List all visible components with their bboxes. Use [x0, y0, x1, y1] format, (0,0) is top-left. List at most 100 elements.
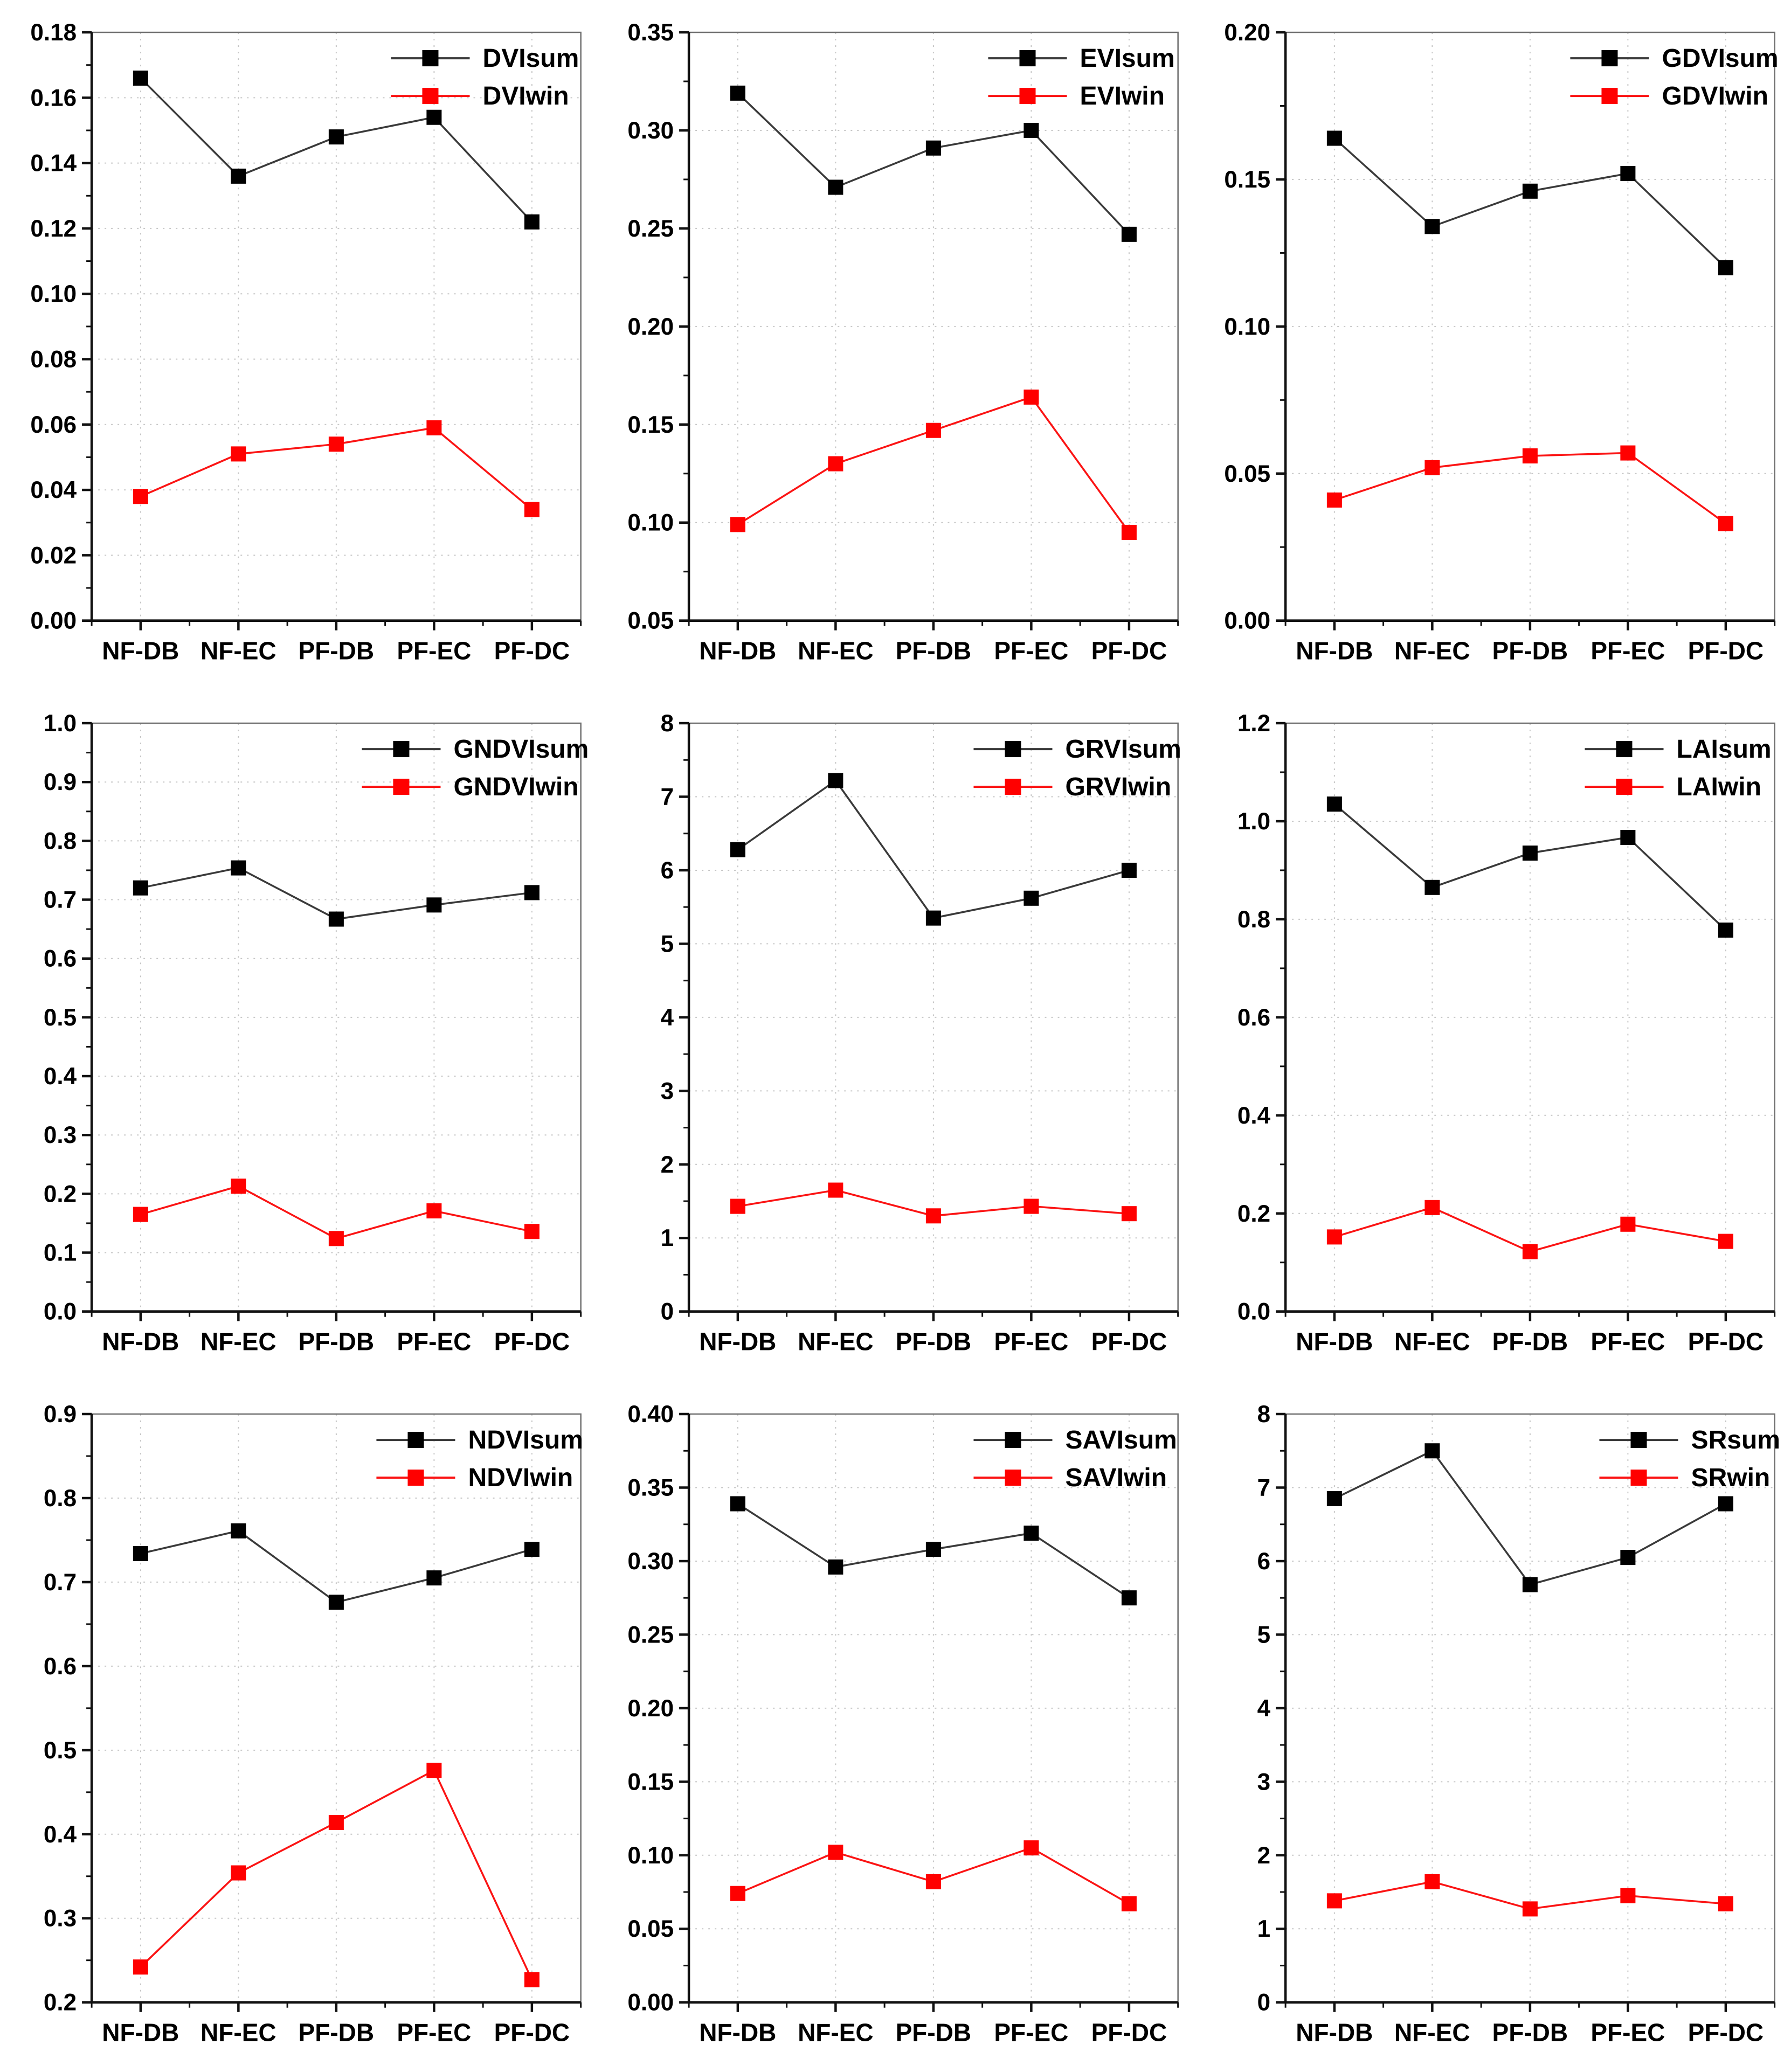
- ticks: [679, 1412, 1179, 2012]
- legend-label: LAIsum: [1677, 735, 1772, 764]
- data-point-marker: [426, 897, 442, 913]
- data-point-marker: [828, 1559, 843, 1575]
- data-point-marker: [1024, 1840, 1039, 1855]
- y-tick-label: 0.35: [627, 1474, 674, 1501]
- chart-background: [597, 690, 1194, 1382]
- chart-background: [1194, 690, 1791, 1382]
- tick-labels: 0.00 0.05 0.10 0.15 0.20 NF-DB NF-EC PF-DB PF-EC…: [1225, 19, 1764, 665]
- chart-sr: 0 1 2 3 4 5 6 7 8 NF-DB NF-EC PF-DB PF-EC PF-DC SRsum S…: [1194, 1381, 1791, 2072]
- legend: GRVIsum GRVIwin: [973, 735, 1181, 801]
- legend-marker: [1019, 50, 1036, 67]
- y-tick-label: 8: [1257, 1401, 1270, 1427]
- y-tick-label: 0.0: [44, 1298, 77, 1325]
- chart-svg-evi: 0.05 0.10 0.15 0.20 0.25 0.30 0.35 NF-DB NF-EC PF…: [597, 0, 1194, 691]
- data-point-marker: [1121, 862, 1137, 878]
- y-tick-label: 0.10: [1225, 314, 1271, 340]
- x-category-label: PF-DC: [1091, 1327, 1167, 1355]
- y-tick-label: 6: [1257, 1548, 1270, 1574]
- legend: SRsum SRwin: [1599, 1426, 1780, 1492]
- y-tick-label: 0.6: [44, 945, 77, 972]
- y-tick-label: 0.25: [627, 1621, 674, 1648]
- legend-label: GRVIsum: [1065, 735, 1181, 764]
- data-point-marker: [1121, 524, 1137, 540]
- tick-labels: 0.05 0.10 0.15 0.20 0.25 0.30 0.35 NF-DB NF-EC PF…: [627, 19, 1167, 665]
- legend-label: SRwin: [1691, 1464, 1771, 1492]
- legend-label: GDVIsum: [1662, 44, 1779, 73]
- data-point-marker: [730, 517, 745, 532]
- data-point-marker: [925, 1874, 941, 1889]
- legend-entry-GRVIwin: GRVIwin: [973, 773, 1171, 801]
- data-point-marker: [1718, 1496, 1734, 1512]
- ticks: [82, 1412, 582, 2012]
- legend-entry-EVIwin: EVIwin: [988, 82, 1165, 110]
- chart-evi: 0.05 0.10 0.15 0.20 0.25 0.30 0.35 NF-DB NF-EC PF…: [597, 0, 1194, 691]
- x-category-label: NF-DB: [699, 1327, 776, 1355]
- data-point-marker: [524, 885, 540, 900]
- data-point-marker: [1121, 1590, 1137, 1605]
- y-tick-label: 0.06: [30, 412, 77, 438]
- legend-marker: [1019, 88, 1036, 105]
- legend-entry-LAIwin: LAIwin: [1585, 773, 1761, 801]
- legend-marker: [1005, 740, 1021, 757]
- ticks: [1276, 722, 1776, 1321]
- x-category-label: PF-DC: [1688, 1327, 1764, 1355]
- data-point-marker: [1523, 845, 1538, 861]
- x-category-label: PF-DB: [1492, 637, 1568, 665]
- y-tick-label: 0.20: [627, 314, 674, 340]
- y-tick-label: 0: [1257, 1989, 1270, 2015]
- data-point-marker: [1024, 890, 1039, 906]
- y-tick-label: 1.2: [1237, 710, 1270, 737]
- ticks: [679, 31, 1179, 630]
- y-tick-label: 0.7: [44, 1569, 77, 1595]
- data-point-marker: [1121, 1205, 1137, 1221]
- data-point-marker: [133, 1959, 148, 1974]
- legend-entry-NDVIsum: NDVIsum: [376, 1426, 583, 1454]
- data-point-marker: [328, 1814, 344, 1830]
- x-category-label: NF-DB: [102, 2018, 179, 2046]
- x-category-label: NF-EC: [200, 2018, 276, 2046]
- y-tick-label: 0.1: [44, 1239, 77, 1266]
- y-tick-label: 0.9: [44, 769, 77, 795]
- data-point-marker: [1424, 1200, 1440, 1215]
- legend-entry-SRwin: SRwin: [1599, 1464, 1771, 1492]
- y-tick-label: 0.00: [1225, 608, 1271, 634]
- y-tick-label: 0.05: [627, 608, 674, 634]
- x-category-label: PF-EC: [1591, 1327, 1665, 1355]
- data-point-marker: [328, 436, 344, 452]
- legend-entry-SRsum: SRsum: [1599, 1426, 1780, 1454]
- y-tick-label: 0.04: [30, 477, 77, 503]
- y-tick-label: 1: [660, 1225, 673, 1251]
- series-GDVIsum: [1327, 130, 1734, 275]
- chart-background: [1194, 1381, 1791, 2072]
- data-point-marker: [231, 1178, 246, 1194]
- legend-marker: [393, 778, 410, 795]
- data-point-marker: [524, 1223, 540, 1239]
- legend-entry-GDVIsum: GDVIsum: [1570, 44, 1779, 73]
- y-tick-label: 0.5: [44, 1004, 77, 1031]
- tick-labels: 0 1 2 3 4 5 6 7 8 NF-DB NF-EC PF-DB PF-EC PF-DC: [1257, 1401, 1764, 2047]
- legend-marker: [1005, 1431, 1021, 1448]
- x-category-label: PF-DB: [299, 1327, 375, 1355]
- y-tick-label: 4: [660, 1004, 674, 1031]
- y-tick-label: 0.02: [30, 542, 77, 569]
- series-GRVIwin: [730, 1182, 1137, 1224]
- y-tick-label: 0.9: [44, 1401, 77, 1427]
- data-point-marker: [328, 129, 344, 145]
- tick-labels: 0.0 0.1 0.2 0.3 0.4 0.5 0.6 0.7 0.8 0.9 1.0 NF-DB NF…: [44, 710, 570, 1356]
- data-point-marker: [231, 446, 246, 462]
- gridlines: [92, 1413, 581, 2002]
- chart-gndvi: 0.0 0.1 0.2 0.3 0.4 0.5 0.6 0.7 0.8 0.9 1.0 NF-DB NF…: [0, 690, 597, 1382]
- chart-svg-dvi: 0.00 0.02 0.04 0.06 0.08 0.10 0.12 0.14 0.16 0.18…: [0, 0, 597, 691]
- data-point-marker: [133, 1546, 148, 1561]
- data-point-marker: [1620, 1549, 1636, 1565]
- legend-entry-EVIsum: EVIsum: [988, 44, 1174, 73]
- y-tick-label: 0.10: [627, 510, 674, 536]
- gridlines: [1285, 32, 1775, 621]
- y-tick-label: 0.20: [1225, 19, 1271, 46]
- y-tick-label: 0.4: [44, 1063, 77, 1090]
- series-GNDVIwin: [133, 1178, 540, 1246]
- y-tick-label: 0.10: [627, 1842, 674, 1868]
- data-point-marker: [1523, 1901, 1538, 1916]
- x-category-label: PF-DB: [895, 637, 971, 665]
- y-tick-label: 0.35: [627, 19, 674, 46]
